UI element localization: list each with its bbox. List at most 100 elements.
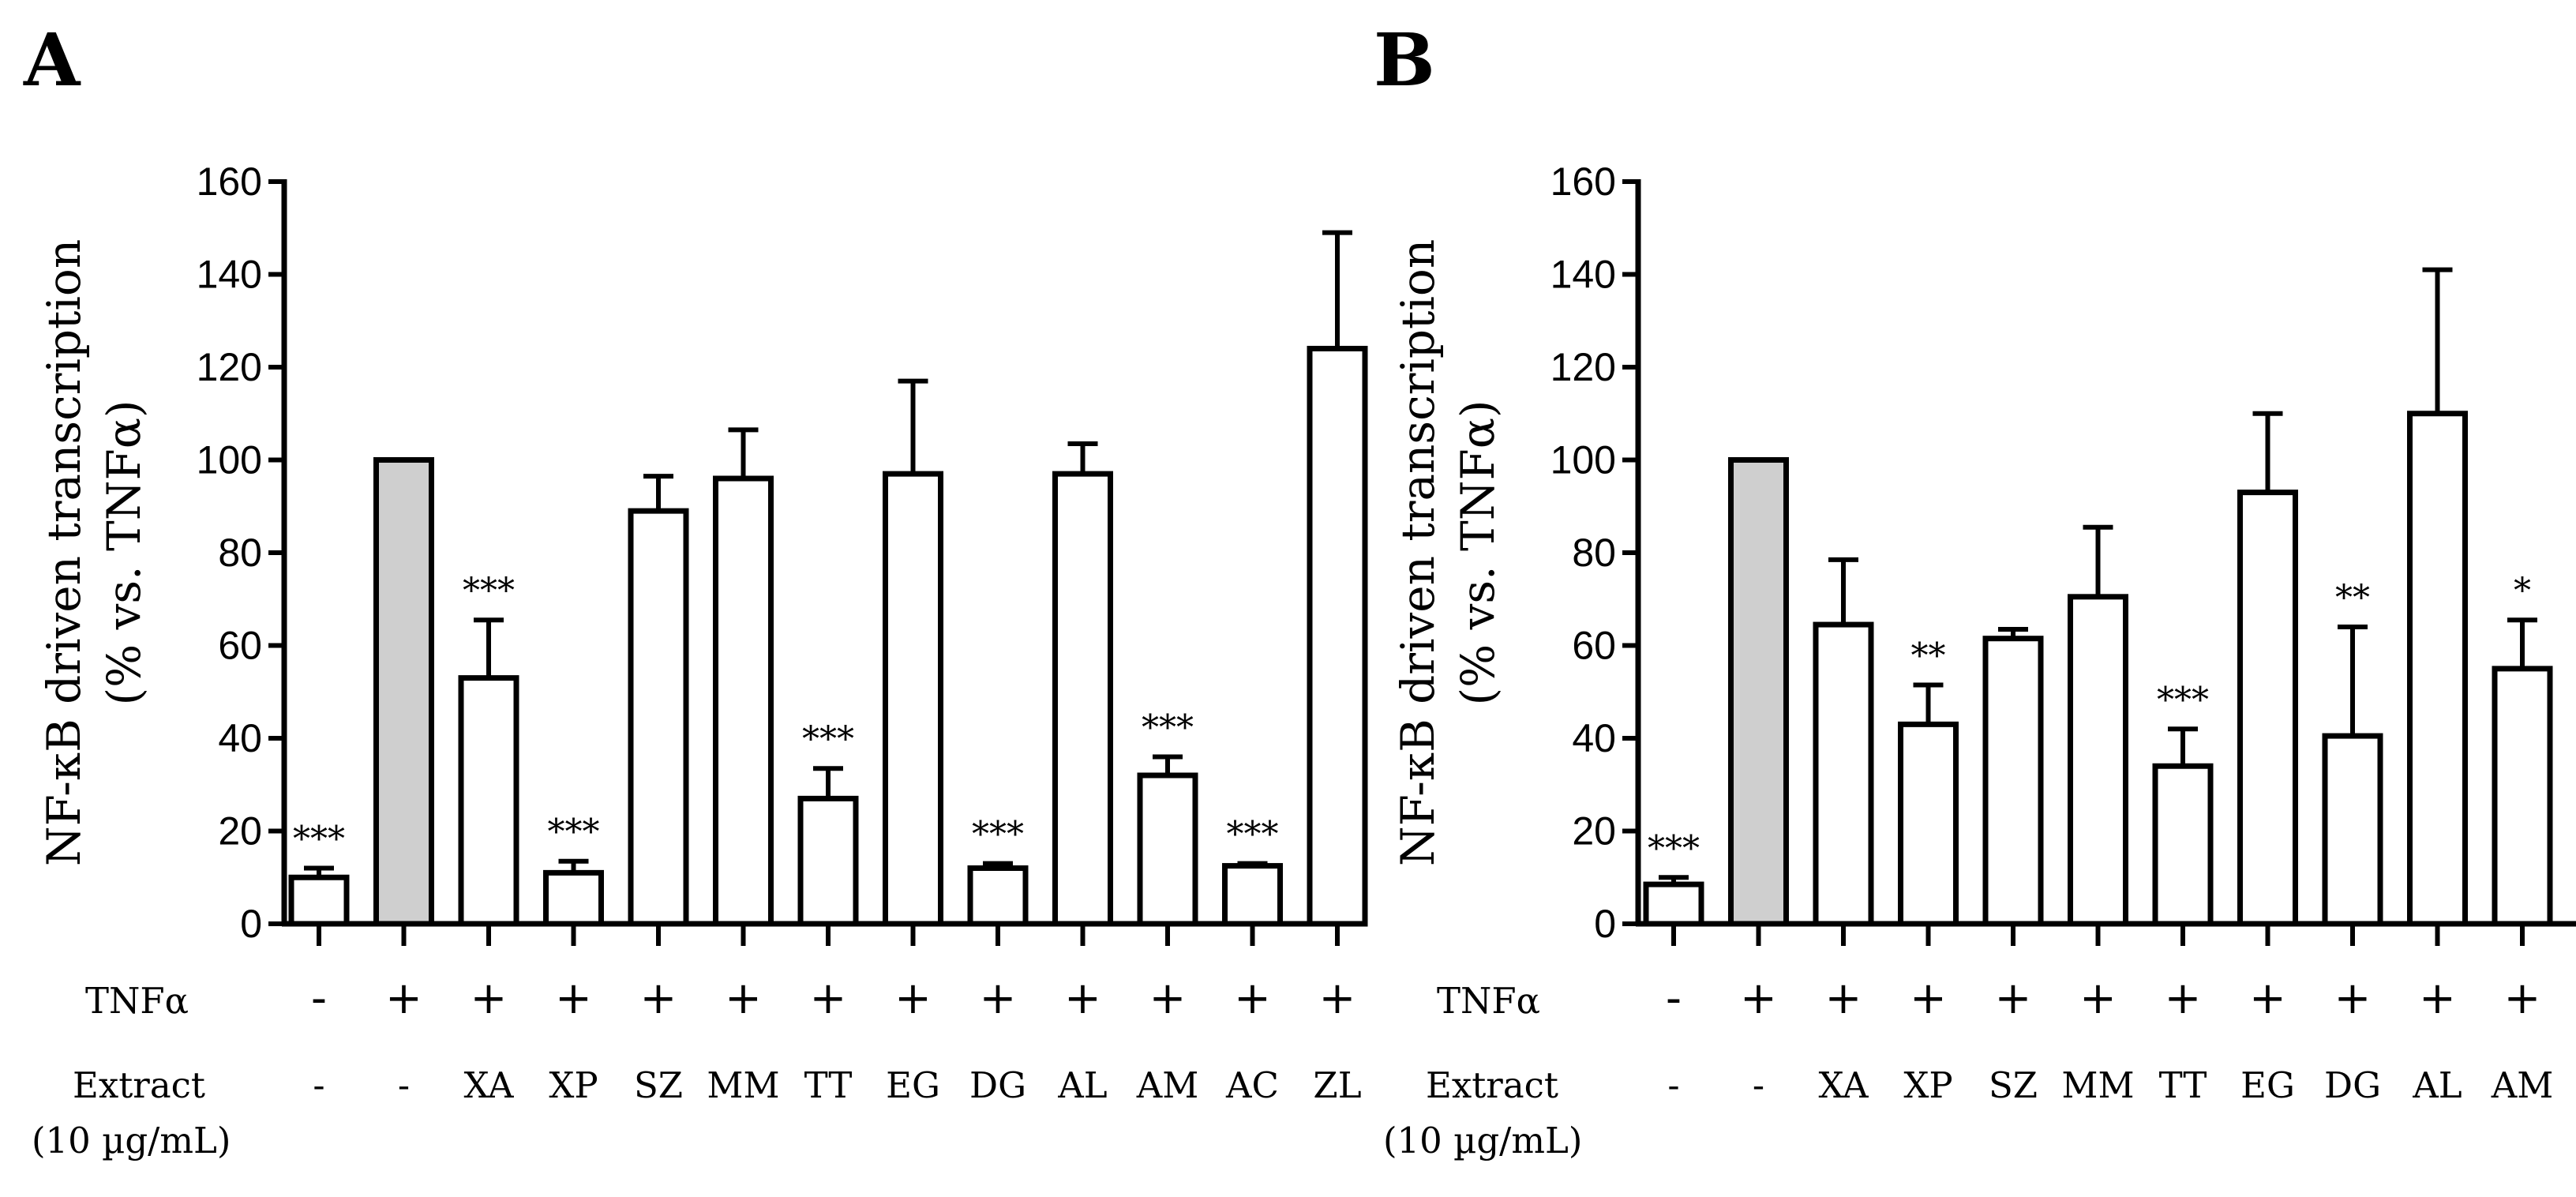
extract-row-label: Extract [1426, 1064, 1558, 1106]
tnf-sign: + [1825, 973, 1862, 1024]
extract-label: AL [1057, 1064, 1107, 1106]
significance-label: * [2514, 571, 2531, 611]
bar [1137, 772, 1198, 927]
extract-label: AL [2412, 1064, 2462, 1106]
tnf-sign: + [1910, 973, 1947, 1024]
bar [458, 675, 519, 927]
significance-label: *** [972, 815, 1024, 855]
extract-label: DG [969, 1064, 1026, 1106]
bar [1307, 346, 1368, 927]
extract-label: SZ [1989, 1064, 2038, 1106]
bar [628, 508, 689, 927]
significance-label: *** [2157, 680, 2209, 720]
extract-label: MM [707, 1064, 779, 1106]
tnf-sign: + [1740, 973, 1777, 1024]
significance-label: *** [293, 820, 345, 860]
significance-label: *** [1142, 708, 1194, 749]
y-tick-label: 20 [1572, 809, 1616, 854]
tnf-sign: + [2334, 973, 2372, 1024]
extract-label: TT [804, 1064, 853, 1106]
y-tick-label: 0 [240, 902, 262, 946]
bar [2068, 594, 2128, 927]
bar [1813, 621, 1874, 927]
y-tick-label: 60 [218, 624, 262, 668]
y-tick-label: 60 [1572, 624, 1616, 668]
tnf-sign: - [311, 973, 327, 1024]
tnf-sign: - [1666, 973, 1682, 1024]
y-tick-label: 40 [218, 716, 262, 760]
tnf-sign: + [471, 973, 508, 1024]
tnf-sign: + [2419, 973, 2456, 1024]
y-axis-title: NF-κB driven transcription [37, 239, 91, 866]
panel-b: B 0 20 40 60 80 100 120 140 160 NF-κB driven trans… [1374, 17, 2576, 1161]
bar [2322, 733, 2383, 927]
tnf-sign: + [980, 973, 1017, 1024]
significance-label: ** [2335, 578, 2370, 618]
y-tick-label: 140 [1550, 253, 1616, 297]
bar [1728, 457, 1789, 927]
bar [288, 874, 350, 927]
tnf-sign: + [385, 973, 422, 1024]
bar [373, 457, 434, 927]
extract-label: AM [2491, 1064, 2554, 1106]
y-tick-label: 0 [1594, 902, 1616, 946]
significance-label: *** [548, 812, 600, 853]
bar [1898, 721, 1959, 927]
tnf-sign: + [1149, 973, 1187, 1024]
extract-label: - [1667, 1064, 1679, 1106]
extract-label: - [313, 1064, 324, 1106]
extract-label: XA [464, 1064, 514, 1106]
tnf-sign: + [894, 973, 932, 1024]
bar [2237, 490, 2298, 927]
extract-label: EG [2240, 1064, 2295, 1106]
tnf-sign: + [640, 973, 677, 1024]
y-axis-title: NF-κB driven transcription [1391, 239, 1445, 866]
significance-label: *** [1227, 815, 1279, 855]
extract-label: XP [549, 1064, 598, 1106]
y-tick-label: 80 [218, 531, 262, 575]
bar [1643, 881, 1704, 927]
tnf-sign: + [725, 973, 762, 1024]
tnf-sign: + [1064, 973, 1101, 1024]
extract-label: - [398, 1064, 410, 1106]
panel-letter: A [23, 17, 81, 103]
bar [1982, 636, 2044, 927]
significance-label: *** [463, 571, 515, 611]
tnf-sign: + [2079, 973, 2117, 1024]
tnf-row-label: TNFα [85, 980, 189, 1022]
bar [1222, 863, 1283, 927]
significance-label: *** [802, 719, 854, 760]
y-tick-label: 160 [197, 159, 262, 204]
y-tick-label: 120 [197, 345, 262, 389]
bar [797, 795, 859, 927]
y-tick-label: 120 [1550, 345, 1616, 389]
extract-label: EG [886, 1064, 940, 1106]
tnf-row-label: TNFα [1437, 980, 1540, 1022]
bar [713, 475, 774, 927]
bar [883, 471, 943, 927]
extract-label: AC [1225, 1064, 1279, 1106]
extract-label: ZL [1313, 1064, 1361, 1106]
y-axis-title-line2: (% vs. TNFα) [97, 400, 151, 705]
y-tick-label: 40 [1572, 716, 1616, 760]
tnf-sign: + [555, 973, 592, 1024]
bar [2407, 411, 2468, 927]
extract-row-label: Extract [73, 1064, 205, 1106]
tnf-sign: + [2504, 973, 2541, 1024]
extract-label: - [1753, 1064, 1764, 1106]
y-tick-label: 100 [1550, 438, 1616, 482]
panel-a: A 0 20 40 60 80 100 120 140 160 NF-κB driven trans… [23, 17, 1368, 1161]
bar [2152, 763, 2214, 927]
bar [967, 865, 1029, 927]
y-tick-label: 80 [1572, 531, 1616, 575]
y-tick-label: 140 [197, 253, 262, 297]
panel-letter: B [1374, 17, 1435, 103]
extract-label: DG [2324, 1064, 2381, 1106]
bar [543, 869, 604, 927]
significance-label: ** [1911, 636, 1946, 676]
y-tick-label: 100 [197, 438, 262, 482]
extract-label: XA [1819, 1064, 1869, 1106]
tnf-sign: + [2165, 973, 2202, 1024]
extract-label: XP [1903, 1064, 1952, 1106]
